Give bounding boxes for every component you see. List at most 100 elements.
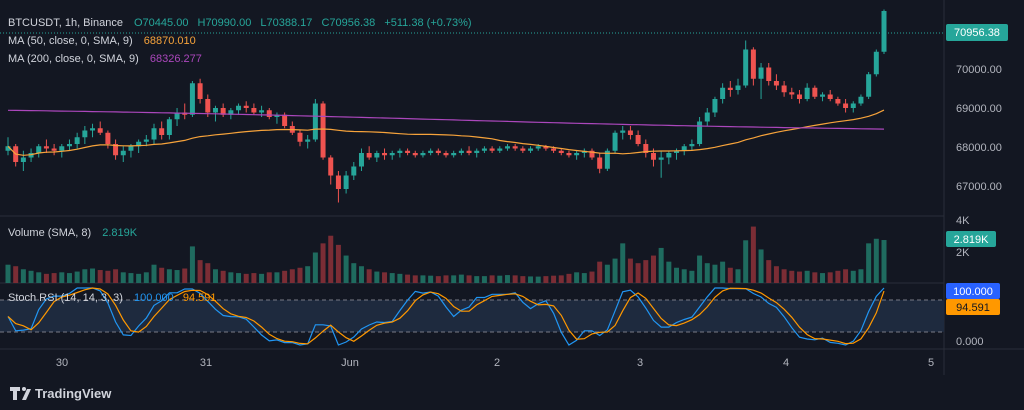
tradingview-logo[interactable]: TradingView: [10, 386, 112, 401]
stoch-k-tag-text: 100.000: [953, 286, 993, 298]
candle-body: [528, 148, 534, 151]
volume-bar: [766, 260, 772, 283]
volume-bar: [13, 266, 19, 283]
volume-tick-2k: 2K: [956, 247, 970, 259]
candle-body: [535, 146, 541, 149]
volume-bar: [796, 271, 802, 283]
volume-bar: [166, 269, 172, 283]
open-value: O70445.00: [134, 17, 188, 29]
volume-legend[interactable]: Volume (SMA, 8) 2.819K: [8, 227, 138, 239]
volume-bar: [412, 275, 418, 283]
candle-body: [428, 150, 434, 153]
candle-body: [412, 153, 418, 156]
volume-bar: [305, 266, 311, 283]
volume-bar: [28, 270, 34, 283]
volume-bar: [481, 276, 487, 283]
volume-bar: [228, 272, 234, 283]
volume-bar: [105, 270, 111, 283]
time-label-30: 30: [56, 357, 68, 369]
ma50-label: MA (50, close, 0, SMA, 9): [8, 35, 133, 47]
volume-bar: [697, 255, 703, 283]
volume-bar: [451, 275, 457, 283]
volume-bar: [243, 273, 249, 283]
volume-bar: [443, 275, 449, 283]
moving-averages-layer: [7, 109, 885, 156]
ma50-line: [7, 109, 885, 156]
stoch-d-value: 94.591: [183, 292, 217, 304]
candle-body: [643, 144, 649, 153]
volume-bar: [789, 270, 795, 283]
volume-bar: [635, 263, 641, 283]
ma200-label: MA (200, close, 0, SMA, 9): [8, 53, 139, 65]
stoch-legend[interactable]: Stoch RSI (14, 14, 3, 3) 100.000 94.591: [8, 292, 217, 304]
candle-body: [189, 83, 195, 115]
candle-body: [36, 146, 42, 153]
volume-bar: [812, 272, 818, 283]
volume-bar: [428, 275, 434, 283]
ma50-value: 68870.010: [144, 35, 196, 47]
volume-bar: [520, 276, 526, 283]
price-tick-67000: 67000.00: [956, 181, 1002, 193]
symbol-label[interactable]: BTCUSDT, 1h, Binance: [8, 17, 123, 29]
candle-body: [5, 146, 11, 151]
tradingview-logo-dot: [22, 387, 26, 391]
volume-bar: [66, 273, 72, 283]
last-price-tag-text: 70956.38: [954, 27, 1000, 39]
volume-tick-4k: 4K: [956, 215, 970, 227]
volume-layer: [5, 226, 887, 283]
volume-bar: [773, 266, 779, 283]
candle-body: [351, 166, 357, 176]
price-tick-68000: 68000.00: [956, 142, 1002, 154]
candle-body: [735, 85, 741, 90]
candle-body: [389, 153, 395, 156]
volume-bar: [343, 255, 349, 283]
volume-bar: [351, 263, 357, 283]
volume-bar: [151, 264, 157, 283]
candle-body: [727, 87, 733, 90]
candle-body: [220, 108, 226, 115]
candle-body: [635, 135, 641, 144]
volume-bar: [643, 260, 649, 283]
candle-body: [612, 132, 618, 151]
candle-body: [328, 157, 334, 176]
candle-body: [835, 99, 841, 104]
volume-bar: [735, 269, 741, 283]
volume-bar: [382, 272, 388, 283]
candle-body: [66, 144, 72, 147]
stoch-k-tag: [946, 283, 1000, 299]
candle-body: [843, 103, 849, 108]
volume-bar: [804, 270, 810, 283]
candle-body: [743, 49, 749, 86]
candle-body: [136, 141, 142, 147]
candle-body: [820, 94, 826, 97]
stoch-d-line: [7, 287, 885, 345]
candle-body: [504, 146, 510, 149]
candle-body: [758, 67, 764, 79]
volume-bar: [658, 247, 664, 283]
candle-body: [74, 137, 80, 144]
candle-body: [320, 103, 326, 158]
volume-bar: [97, 270, 103, 283]
candle-body: [335, 175, 341, 189]
candle-body: [520, 148, 526, 151]
volume-bar: [51, 273, 57, 283]
volume-bar: [843, 269, 849, 283]
ma50-legend[interactable]: MA (50, close, 0, SMA, 9) 68870.010: [8, 35, 196, 47]
candle-body: [228, 110, 234, 115]
volume-bar: [182, 268, 188, 283]
candle-body: [397, 150, 403, 153]
stoch-tick-0: 0.000: [956, 336, 984, 348]
volume-bar: [535, 276, 541, 283]
volume-bar: [420, 275, 426, 283]
candle-body: [451, 153, 457, 156]
volume-bar: [458, 274, 464, 283]
candle-body: [90, 128, 96, 131]
ma200-legend[interactable]: MA (200, close, 0, SMA, 9) 68326.277: [8, 53, 202, 65]
candle-body: [51, 148, 57, 151]
volume-bar: [82, 269, 88, 283]
volume-bar: [666, 261, 672, 283]
volume-bar: [189, 246, 195, 283]
candle-body: [105, 132, 111, 144]
volume-bar: [197, 260, 203, 283]
